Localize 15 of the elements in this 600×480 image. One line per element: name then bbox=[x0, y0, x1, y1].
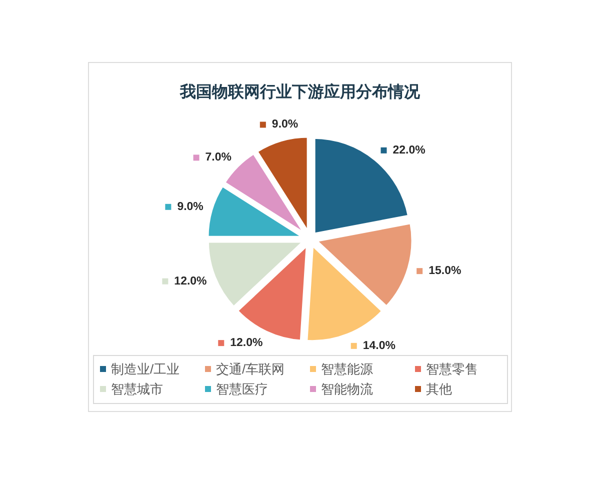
data-label: 22.0% bbox=[392, 144, 426, 156]
legend-label: 智慧医疗 bbox=[216, 382, 268, 396]
data-label: 14.0% bbox=[362, 340, 396, 352]
legend-label: 智能物流 bbox=[321, 382, 373, 396]
legend-label: 智慧城市 bbox=[111, 382, 163, 396]
data-label: 9.0% bbox=[272, 118, 298, 131]
legend-label: 智慧能源 bbox=[321, 362, 373, 376]
data-label: 12.0% bbox=[230, 337, 263, 350]
legend-label: 其他 bbox=[426, 382, 452, 396]
data-label: 9.0% bbox=[177, 200, 204, 213]
data-label: 12.0% bbox=[174, 275, 207, 288]
data-label: 15.0% bbox=[428, 265, 462, 278]
data-label: 7.0% bbox=[205, 152, 232, 164]
chart-title: 我国物联网行业下游应用分布情况 bbox=[179, 82, 421, 101]
legend-label: 智慧零售 bbox=[426, 362, 478, 376]
